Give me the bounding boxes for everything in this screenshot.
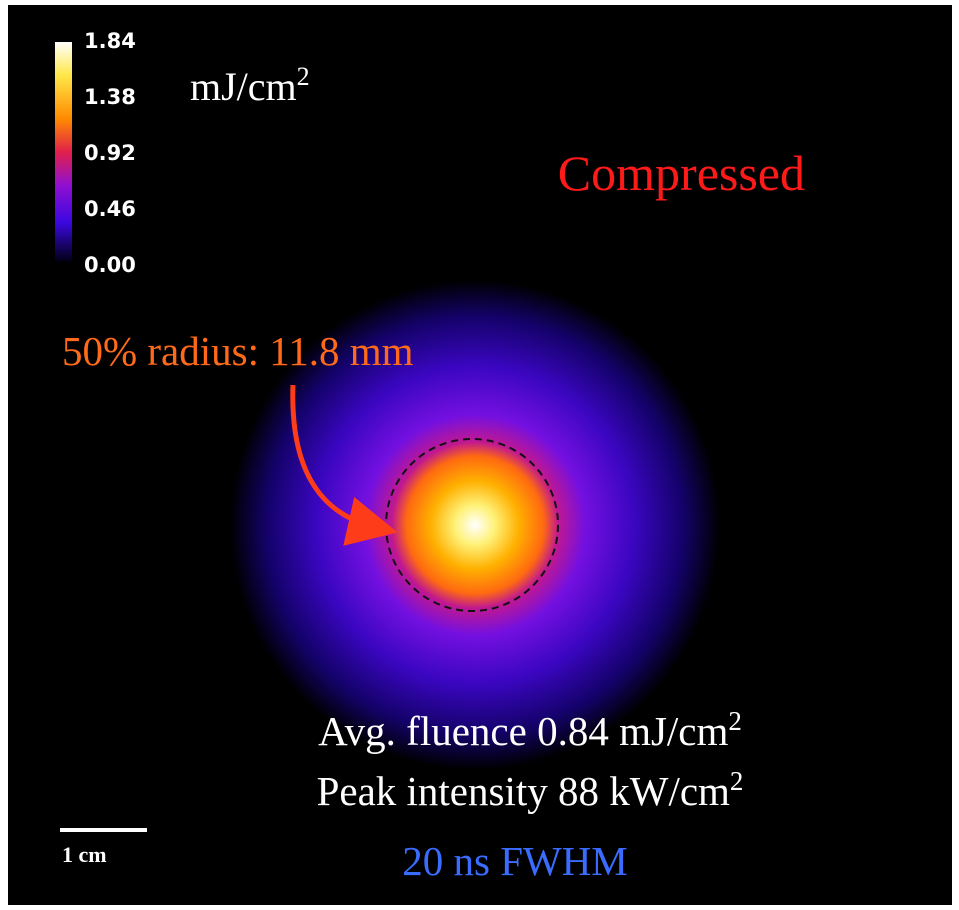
radius-label: 50% radius: 11.8 mm bbox=[62, 328, 414, 374]
scale-bar-label: 1 cm bbox=[62, 842, 107, 867]
figure: 1.84 1.38 0.92 0.46 0.00 mJ/cm2 Compress… bbox=[0, 0, 959, 910]
colorbar-tick: 1.38 bbox=[84, 85, 136, 109]
title: Compressed bbox=[558, 145, 805, 201]
fluence-label: Avg. fluence 0.84 mJ/cm2 bbox=[318, 706, 742, 754]
intensity-label: Peak intensity 88 kW/cm2 bbox=[317, 766, 744, 814]
colorbar-tick: 0.92 bbox=[84, 141, 136, 165]
colorbar-tick: 0.46 bbox=[84, 197, 136, 221]
colorbar-tick: 1.84 bbox=[84, 29, 136, 53]
colorbar bbox=[55, 42, 72, 262]
scale-bar bbox=[60, 828, 147, 832]
colorbar-unit: mJ/cm2 bbox=[190, 62, 310, 109]
pulse-label: 20 ns FWHM bbox=[402, 838, 628, 884]
colorbar-tick: 0.00 bbox=[84, 253, 136, 277]
